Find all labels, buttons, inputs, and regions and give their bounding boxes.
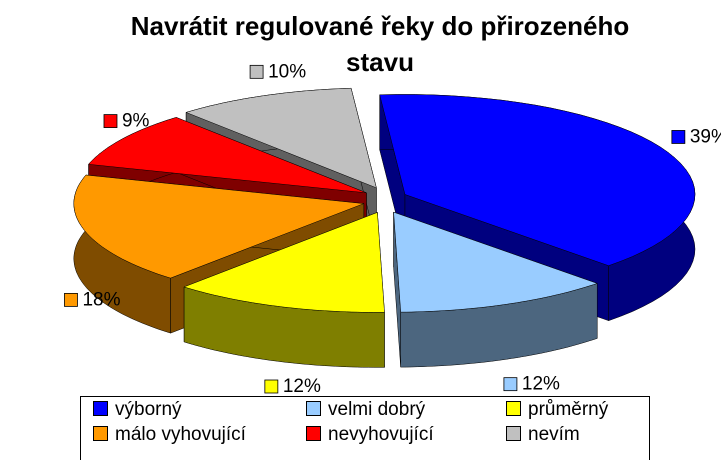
slice [73,174,364,279]
data-label: 18% [82,289,120,310]
label-swatch [264,379,279,394]
legend-label: velmi dobrý [328,399,426,420]
data-label: 10% [268,61,306,82]
legend-swatch [506,401,521,416]
data-label: 12% [522,374,560,395]
slice [88,117,367,194]
legend-label: nevyhovující [328,424,434,445]
slice [393,211,598,313]
legend-swatch [93,401,108,416]
slice [185,87,377,189]
data-label: 39% [690,126,721,147]
slice [379,94,696,266]
legend-label: málo vyhovující [115,424,246,445]
data-label: 12% [283,376,321,397]
legend-item: málo vyhovující [93,424,246,446]
legend-label: průměrný [528,399,609,420]
legend-swatch [306,426,321,441]
data-label: 9% [122,111,150,132]
legend-swatch [506,426,521,441]
label-swatch [503,377,518,392]
legend-item: průměrný [506,399,608,421]
legend-item: nevím [506,424,580,446]
legend-swatch [306,401,321,416]
label-swatch [249,64,264,79]
chart-title: Navrátit regulované řeky do přirozeného … [130,11,630,77]
legend-swatch [93,426,108,441]
legend-item: výborný [93,399,182,421]
label-swatch [64,292,78,307]
slice [183,212,385,313]
legend-label: nevím [528,424,580,445]
legend-item: nevyhovující [306,424,434,446]
label-swatch [671,130,686,144]
legend-label: výborný [115,399,182,420]
legend: výborný velmi dobrý průměrný málo vyhovujíc… [80,396,650,460]
label-swatch [103,114,118,128]
legend-item: velmi dobrý [306,399,425,421]
